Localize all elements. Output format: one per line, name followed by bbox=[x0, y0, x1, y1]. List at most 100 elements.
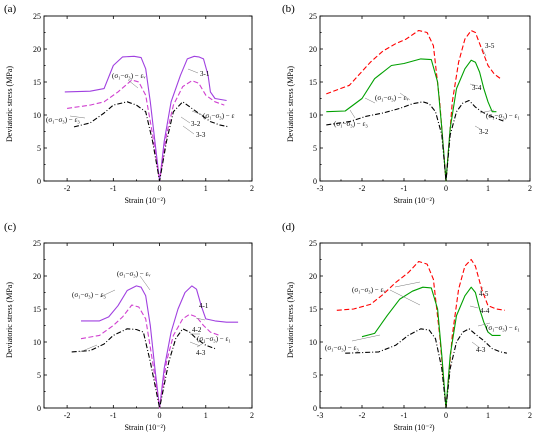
panel-c-annotations: (σ₁−σ₃) − εᵥ (σ₁−σ₃) − ε₃ (σ₁−σ₃) − ε₁ 4… bbox=[72, 270, 231, 357]
y-tick-label: 10 bbox=[309, 111, 317, 120]
panel-b-annotation-ev: (σ₁−σ₃) − εᵥ bbox=[375, 94, 409, 102]
y-tick-label: 20 bbox=[309, 45, 317, 54]
panel-d-series-4-5: 4-5 bbox=[479, 290, 489, 298]
panel-a-xlabel: Strain (10⁻²) bbox=[124, 196, 165, 205]
y-tick-label: 10 bbox=[309, 338, 317, 347]
y-tick-label: 15 bbox=[309, 78, 317, 87]
y-tick-label: 25 bbox=[309, 239, 317, 248]
y-tick-label: 15 bbox=[33, 305, 41, 314]
x-tick-label: -1 bbox=[401, 411, 408, 420]
panel-b-series-3-4: 3-4 bbox=[472, 84, 482, 92]
y-tick-label: 5 bbox=[313, 371, 317, 380]
y-tick-label: 5 bbox=[313, 144, 317, 153]
series-line-3-4 bbox=[326, 58, 497, 182]
panel-c-ylabel: Deviatoric stress (MPa) bbox=[5, 282, 14, 358]
x-tick-label: -2 bbox=[64, 184, 71, 193]
panel-b-xlabel: Strain (10⁻²) bbox=[393, 196, 434, 205]
panel-c-xlabel: Strain (10⁻²) bbox=[124, 423, 165, 432]
y-tick-label: 20 bbox=[33, 45, 41, 54]
panel-c-leader bbox=[79, 275, 206, 353]
x-tick-label: -2 bbox=[359, 184, 366, 193]
y-tick-label: 25 bbox=[33, 239, 41, 248]
y-tick-label: 25 bbox=[33, 12, 41, 21]
panel-a-annotation-e: (σ₁−σ₃) − ε bbox=[203, 112, 234, 120]
series-line-3-3 bbox=[73, 101, 230, 182]
x-tick-label: 0 bbox=[444, 184, 448, 193]
x-tick-label: 0 bbox=[158, 184, 162, 193]
x-tick-label: -2 bbox=[64, 411, 71, 420]
x-tick-label: 1 bbox=[486, 184, 490, 193]
x-tick-label: -3 bbox=[317, 184, 324, 193]
panel-a-leader bbox=[69, 68, 203, 135]
y-tick-label: 20 bbox=[309, 272, 317, 281]
panel-b-label: (b) bbox=[282, 3, 295, 15]
panel-d: (d) Deviatoric stress (MPa) Strain (10⁻²… bbox=[282, 221, 532, 432]
series-line-4-1 bbox=[81, 285, 239, 409]
panel-a-ylabel: Deviatoric stress (MPa) bbox=[5, 66, 14, 142]
x-tick-label: 2 bbox=[528, 184, 532, 193]
y-tick-label: 10 bbox=[33, 338, 41, 347]
panel-d-label: (d) bbox=[282, 221, 295, 233]
panel-a-series-3-2: 3-2 bbox=[191, 120, 201, 128]
y-tick-label: 25 bbox=[309, 12, 317, 21]
panel-b: (b) Deviatoric stress (MPa) Strain (10⁻²… bbox=[282, 3, 532, 205]
x-tick-label: 2 bbox=[250, 411, 254, 420]
y-tick-label: 0 bbox=[313, 404, 317, 413]
panel-d-series-4-4: 4-4 bbox=[480, 307, 490, 315]
panel-b-annotation-e1: (σ₁−σ₃) − ε₁ bbox=[486, 112, 520, 120]
panel-d-series-4-3: 4-3 bbox=[476, 346, 486, 354]
x-tick-label: 0 bbox=[158, 411, 162, 420]
panel-c: (c) Deviatoric stress (MPa) Strain (10⁻²… bbox=[4, 221, 254, 432]
panel-a-series-3-3: 3-3 bbox=[196, 131, 206, 139]
panel-d-annotation-e1: (σ₁−σ₃) − ε₁ bbox=[486, 324, 520, 332]
series-line-4-3 bbox=[71, 328, 216, 409]
y-tick-label: 0 bbox=[37, 404, 41, 413]
y-tick-label: 15 bbox=[33, 78, 41, 87]
panel-a: (a) Deviatoric stress (MPa) Strain (10⁻²… bbox=[4, 3, 254, 205]
series-line-4-3 bbox=[345, 328, 508, 409]
panel-a-label: (a) bbox=[4, 3, 17, 15]
series-line-3-2 bbox=[326, 99, 506, 182]
y-tick-label: 0 bbox=[37, 177, 41, 186]
panel-a-annotations: (σ₁−σ₃) − εᵥ (σ₁−σ₃) − ε₃ (σ₁−σ₃) − ε 3-… bbox=[46, 68, 234, 139]
x-tick-label: 1 bbox=[204, 184, 208, 193]
panel-b-series-3-5: 3-5 bbox=[485, 42, 495, 50]
y-tick-label: 10 bbox=[33, 111, 41, 120]
y-tick-label: 5 bbox=[37, 144, 41, 153]
panel-a-series-3-1: 3-1 bbox=[200, 70, 210, 78]
panel-d-leader bbox=[351, 281, 491, 349]
panel-b-series-3-2: 3-2 bbox=[479, 128, 489, 136]
panel-a-plot-frame bbox=[43, 15, 253, 182]
panel-d-annotations: (σ₁−σ₃) − εᵥ (σ₁−σ₃) − ε₃ (σ₁−σ₃) − ε₁ 4… bbox=[325, 281, 520, 354]
panel-b-ylabel: Deviatoric stress (MPa) bbox=[286, 66, 295, 142]
panel-c-plot-frame bbox=[43, 242, 253, 409]
panel-c-series-4-2: 4-2 bbox=[192, 326, 202, 334]
panel-a-annotation-ev: (σ₁−σ₃) − εᵥ bbox=[112, 72, 146, 80]
panel-b-plot-frame bbox=[319, 15, 531, 182]
series-line-4-5 bbox=[336, 258, 505, 409]
y-tick-label: 15 bbox=[309, 305, 317, 314]
panel-b-leader bbox=[349, 47, 495, 131]
panel-b-annotations: (σ₁−σ₃) − εᵥ (σ₁−σ₃) − ε₃ (σ₁−σ₃) − ε₁ 3… bbox=[334, 42, 520, 136]
y-tick-label: 20 bbox=[33, 272, 41, 281]
x-tick-label: -1 bbox=[401, 184, 408, 193]
x-tick-label: -1 bbox=[110, 411, 117, 420]
panel-a-annotation-e3: (σ₁−σ₃) − ε₃ bbox=[46, 116, 80, 124]
series-line-3-1 bbox=[64, 55, 227, 182]
panel-d-annotation-e3: (σ₁−σ₃) − ε₃ bbox=[325, 344, 359, 352]
y-tick-label: 5 bbox=[37, 371, 41, 380]
panel-d-annotation-ev: (σ₁−σ₃) − εᵥ bbox=[352, 286, 386, 294]
panel-c-series-4-1: 4-1 bbox=[199, 302, 209, 310]
panel-b-annotation-e3: (σ₁−σ₃) − ε₃ bbox=[334, 120, 368, 128]
x-tick-label: -2 bbox=[359, 411, 366, 420]
x-tick-label: 1 bbox=[204, 411, 208, 420]
series-line-4-2 bbox=[80, 304, 220, 409]
panel-c-annotation-e3: (σ₁−σ₃) − ε₃ bbox=[72, 291, 106, 299]
panel-c-label: (c) bbox=[4, 221, 17, 233]
x-tick-label: 0 bbox=[444, 411, 448, 420]
series-line-4-4 bbox=[361, 286, 501, 409]
